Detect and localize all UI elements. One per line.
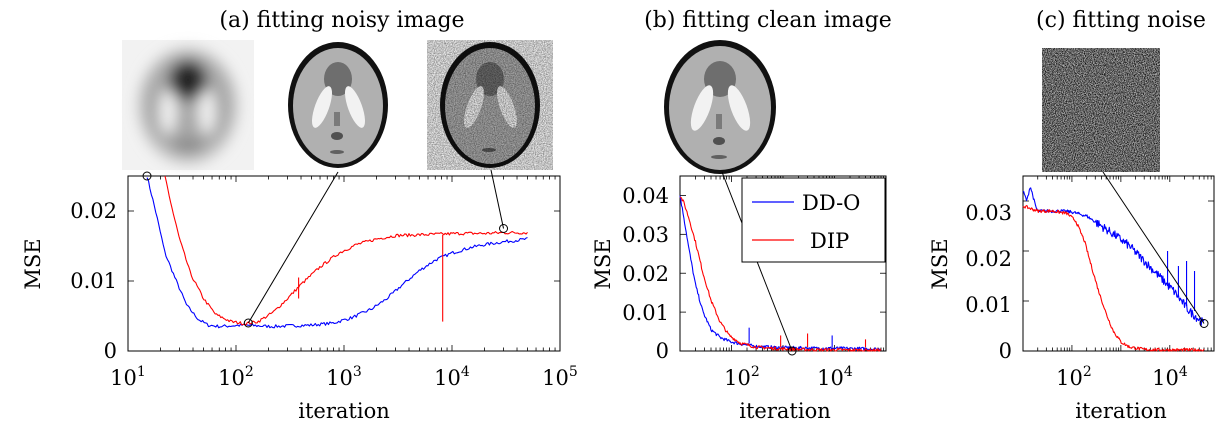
panel-c-ytick-003: 0.03	[965, 201, 1012, 225]
connector-line	[490, 169, 505, 229]
panel-a-xtick-1e5: 105	[542, 364, 578, 390]
legend-label-dd-o: DD-O	[802, 191, 860, 215]
thumbnail-noisy-phantom	[427, 40, 553, 170]
panel-a: (a) fitting noisy image	[21, 8, 578, 423]
panel-b-ytick-001: 0.01	[622, 301, 669, 325]
marker-circle	[499, 224, 509, 233]
panel-c-plot-frame	[1022, 175, 1215, 352]
panel-a-ytick-002: 0.02	[70, 199, 117, 223]
panel-c-ytick-002: 0.02	[965, 247, 1012, 271]
panel-b-xtick-1e2: 102	[724, 364, 760, 390]
panel-c-ylabel: MSE	[928, 238, 952, 289]
panel-c-ytick-001: 0.01	[965, 293, 1012, 317]
connector-line	[247, 171, 339, 324]
panel-a-xtick-1e4: 104	[434, 364, 470, 390]
marker-circle	[243, 318, 253, 328]
panel-b-ytick-0: 0	[656, 339, 669, 363]
panel-b-ytick-004: 0.04	[622, 184, 669, 208]
series-line-dip	[679, 196, 882, 352]
panel-c-title: (c) fitting noise	[1036, 8, 1206, 33]
panel-b-ylabel: MSE	[591, 238, 615, 289]
series-line-red	[164, 175, 528, 326]
marker-circle	[1199, 319, 1209, 328]
series-line-blue	[1022, 187, 1205, 327]
panel-c-xlabel: iteration	[1075, 399, 1166, 423]
panel-c-xtick-1e4: 104	[1152, 364, 1188, 390]
thumbnail-blurry-phantom	[122, 40, 254, 170]
panel-a-ytick-001: 0.01	[70, 269, 117, 293]
panel-a-ylabel: MSE	[21, 238, 45, 289]
panel-a-title: (a) fitting noisy image	[219, 8, 464, 33]
panel-b-xlabel: iteration	[739, 399, 830, 423]
series-line-red	[1022, 205, 1205, 352]
panel-a-xlabel: iteration	[298, 399, 389, 423]
panel-a-xtick-1e3: 103	[326, 364, 362, 390]
connector-line	[1102, 171, 1205, 324]
panel-c-xtick-1e2: 102	[1056, 364, 1092, 390]
panel-b-ytick-003: 0.03	[622, 223, 669, 247]
thumbnail-clean-phantom	[288, 42, 388, 168]
legend-label-dip: DIP	[810, 229, 849, 253]
panel-b-legend: DD-O DIP	[741, 177, 886, 263]
panel-b: (b) fitting clean image DD-O DIP 0 0.01 …	[591, 8, 892, 423]
series-line-blue	[146, 177, 528, 329]
marker-circle	[787, 346, 797, 356]
panel-c-ytick-0: 0	[999, 339, 1012, 363]
panel-c: (c) fitting noise 0 0.01 0.02 0.03 102 1…	[928, 8, 1215, 423]
panel-a-xtick-1e2: 102	[218, 364, 254, 390]
panel-a-xtick-1e1: 101	[110, 364, 146, 390]
thumbnail-clean-phantom-b	[664, 40, 776, 174]
thumbnail-noise-patch	[1042, 48, 1160, 172]
panel-b-xtick-1e4: 104	[817, 364, 853, 390]
panel-a-plot-frame	[127, 175, 561, 352]
panel-b-ytick-002: 0.02	[622, 262, 669, 286]
panel-a-ytick-0: 0	[104, 339, 117, 363]
marker-circle	[142, 171, 152, 181]
panel-b-title: (b) fitting clean image	[644, 8, 892, 33]
